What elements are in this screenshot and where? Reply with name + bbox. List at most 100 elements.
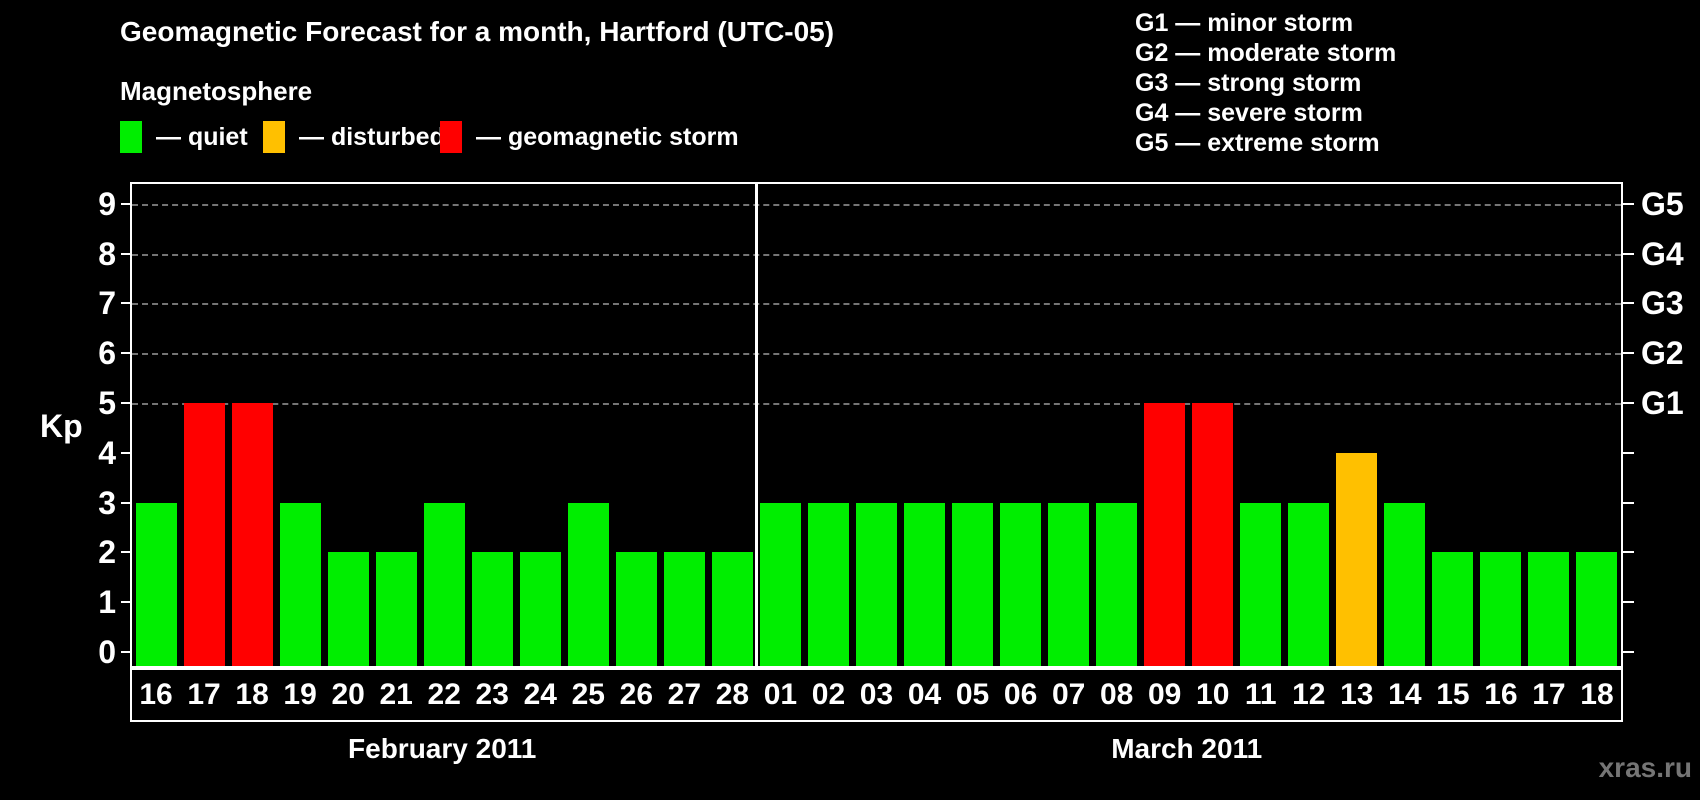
- day-cell: 10: [1188, 670, 1239, 720]
- day-cell: 08: [1092, 670, 1143, 720]
- kp-bar: [855, 502, 897, 666]
- right-tick-7: [1623, 302, 1634, 305]
- gridline-kp6: [132, 353, 1621, 356]
- g-scale-label-G1: G1: [1641, 385, 1684, 421]
- day-cell: 07: [1044, 670, 1095, 720]
- day-cell: 03: [852, 670, 903, 720]
- kp-bar: [231, 403, 273, 666]
- magnetosphere-heading: Magnetosphere: [120, 76, 313, 106]
- kp-bar: [1528, 552, 1570, 666]
- day-cell: 21: [372, 670, 423, 720]
- g-scale-label-G5: G5: [1641, 185, 1684, 222]
- y-tick-label-9: 9: [98, 185, 116, 222]
- day-cell: 20: [324, 670, 375, 720]
- gridline-kp8: [132, 253, 1621, 256]
- right-tick-0: [1623, 651, 1634, 653]
- day-cell: 01: [756, 670, 807, 720]
- kp-bar: [567, 502, 609, 666]
- month-labels: February 2011 March 2011: [130, 726, 1623, 772]
- watermark: xras.ru: [1598, 752, 1692, 783]
- day-cell: 14: [1380, 670, 1431, 720]
- g-scale-label-G4: G4: [1641, 235, 1684, 272]
- day-cell: 25: [564, 670, 615, 720]
- quiet-swatch-icon: [120, 121, 142, 153]
- right-tick-9: [1623, 202, 1634, 205]
- day-cell: 18: [1572, 670, 1621, 720]
- legend-item-quiet: — quiet: [120, 120, 248, 154]
- y-tick-label-3: 3: [98, 484, 116, 521]
- kp-bar: [759, 502, 801, 666]
- left-tick-4: [121, 451, 130, 454]
- left-tick-8: [121, 252, 130, 255]
- right-tick-1: [1623, 601, 1634, 604]
- kp-bar: [615, 552, 657, 666]
- day-cell: 16: [1476, 670, 1527, 720]
- y-tick-label-2: 2: [98, 534, 116, 571]
- kp-bar: [1288, 502, 1330, 666]
- day-axis: 16 17 18 19 20 21 22 23 24 25 26 27 28 01 02 03 04 05 06 07…: [130, 668, 1623, 722]
- left-tick-7: [121, 302, 130, 305]
- legend-label-storm: — geomagnetic storm: [476, 122, 739, 151]
- month-label-1: March 2011: [1111, 733, 1263, 764]
- kp-bar: [1576, 552, 1618, 666]
- day-cell: 28: [708, 670, 759, 720]
- y-tick-label-8: 8: [98, 235, 116, 272]
- kp-bar: [807, 502, 849, 666]
- g-scale-label-G2: G2: [1641, 335, 1684, 372]
- y-tick-label-7: 7: [98, 285, 116, 322]
- day-cell: 23: [468, 670, 519, 720]
- day-cell: 11: [1236, 670, 1287, 720]
- kp-bar: [1000, 502, 1042, 666]
- left-tick-1: [121, 601, 130, 604]
- kp-bar: [904, 502, 946, 666]
- day-cell: 18: [228, 670, 279, 720]
- plot-area: [130, 182, 1623, 668]
- day-cell: 04: [900, 670, 951, 720]
- storm-scale-line-4: G4 — severe storm: [1135, 99, 1363, 127]
- kp-bar: [1096, 502, 1138, 666]
- day-cell: 27: [660, 670, 711, 720]
- gridline-kp7: [132, 303, 1621, 306]
- month-separator: [754, 184, 758, 666]
- storm-scale-line-5: G5 — extreme storm: [1135, 129, 1380, 157]
- left-tick-2: [121, 551, 130, 554]
- y-tick-label-0: 0: [98, 634, 116, 670]
- kp-bar: [135, 502, 177, 666]
- kp-bar: [952, 502, 994, 666]
- g-scale-label-G3: G3: [1641, 285, 1684, 322]
- day-cell: 19: [276, 670, 327, 720]
- right-tick-5: [1623, 402, 1634, 404]
- left-tick-0: [121, 651, 130, 653]
- day-cell: 22: [420, 670, 471, 720]
- kp-bar: [1144, 403, 1186, 666]
- kp-bar: [711, 552, 753, 666]
- day-cell: 05: [948, 670, 999, 720]
- gridline-kp9: [132, 203, 1621, 206]
- storm-scale-line-2: G2 — moderate storm: [1135, 39, 1397, 67]
- day-cell: 26: [612, 670, 663, 720]
- magnetosphere-legend: — quiet — disturbed — geomagnetic storm: [0, 120, 1100, 156]
- kp-bar: [519, 552, 561, 666]
- kp-bar: [1480, 552, 1522, 666]
- day-cell: 17: [1524, 670, 1575, 720]
- day-cell: 17: [180, 670, 231, 720]
- day-cell: 15: [1428, 670, 1479, 720]
- y-tick-label-1: 1: [98, 584, 116, 621]
- right-tick-2: [1623, 551, 1634, 554]
- day-cell: 16: [132, 670, 183, 720]
- gridline-kp5: [132, 403, 1621, 405]
- legend-label-quiet: — quiet: [156, 122, 248, 151]
- legend-item-disturbed: — disturbed: [263, 120, 445, 154]
- left-tick-6: [121, 352, 130, 355]
- kp-bar: [1384, 502, 1426, 666]
- right-tick-6: [1623, 352, 1634, 355]
- day-cell: 12: [1284, 670, 1335, 720]
- kp-bar: [279, 502, 321, 666]
- storm-scale-line-3: G3 — strong storm: [1135, 69, 1362, 97]
- storm-swatch-icon: [440, 121, 462, 153]
- kp-bar: [375, 552, 417, 666]
- kp-bar: [423, 502, 465, 666]
- disturbed-swatch-icon: [263, 121, 285, 153]
- left-tick-5: [121, 402, 130, 404]
- day-cell: 02: [804, 670, 855, 720]
